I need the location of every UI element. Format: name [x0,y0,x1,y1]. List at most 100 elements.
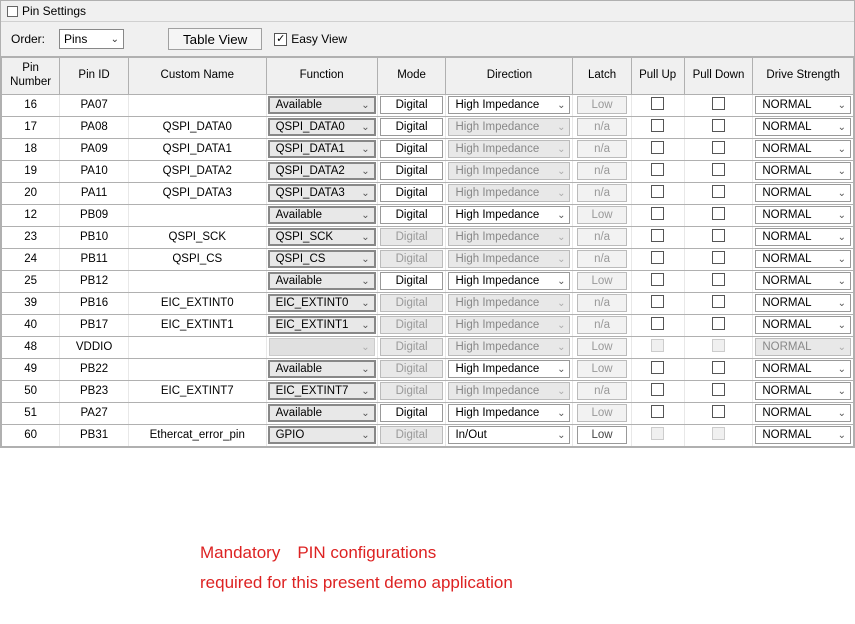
custom-name-cell[interactable]: Ethercat_error_pin [128,424,266,446]
pin-number-cell[interactable]: 18 [2,138,60,160]
pin-number-cell[interactable]: 23 [2,226,60,248]
drive-strength-combo[interactable]: NORMAL⌄ [755,272,851,290]
pull-up-checkbox[interactable] [651,141,664,154]
col-pull-down[interactable]: Pull Down [684,58,753,95]
pull-up-checkbox[interactable] [651,119,664,132]
drive-strength-combo[interactable]: NORMAL⌄ [755,250,851,268]
direction-combo[interactable]: High Impedance⌄ [448,206,570,224]
direction-combo[interactable]: High Impedance⌄ [448,360,570,378]
pin-number-cell[interactable]: 48 [2,336,60,358]
custom-name-cell[interactable] [128,204,266,226]
mode-cell[interactable]: Digital [380,184,444,202]
drive-strength-combo[interactable]: NORMAL⌄ [755,96,851,114]
pull-down-checkbox[interactable] [712,251,725,264]
col-pull-up[interactable]: Pull Up [631,58,684,95]
pin-id-cell[interactable]: PB09 [60,204,129,226]
mode-cell[interactable]: Digital [380,162,444,180]
function-combo[interactable]: QSPI_DATA2⌄ [268,162,376,180]
custom-name-cell[interactable]: QSPI_SCK [128,226,266,248]
pin-id-cell[interactable]: PA10 [60,160,129,182]
col-latch[interactable]: Latch [573,58,631,95]
direction-combo[interactable]: High Impedance⌄ [448,96,570,114]
drive-strength-combo[interactable]: NORMAL⌄ [755,404,851,422]
drive-strength-combo[interactable]: NORMAL⌄ [755,162,851,180]
direction-combo[interactable]: In/Out⌄ [448,426,570,444]
pull-down-checkbox[interactable] [712,295,725,308]
pin-id-cell[interactable]: PB22 [60,358,129,380]
mode-cell[interactable]: Digital [380,206,444,224]
col-custom-name[interactable]: Custom Name [128,58,266,95]
pin-number-cell[interactable]: 51 [2,402,60,424]
pin-id-cell[interactable]: PB12 [60,270,129,292]
pin-number-cell[interactable]: 25 [2,270,60,292]
function-combo[interactable]: Available⌄ [268,96,376,114]
mode-cell[interactable]: Digital [380,140,444,158]
custom-name-cell[interactable]: QSPI_DATA3 [128,182,266,204]
pin-number-cell[interactable]: 24 [2,248,60,270]
mode-cell[interactable]: Digital [380,404,444,422]
drive-strength-combo[interactable]: NORMAL⌄ [755,184,851,202]
pin-number-cell[interactable]: 50 [2,380,60,402]
drive-strength-combo[interactable]: NORMAL⌄ [755,360,851,378]
pull-up-checkbox[interactable] [651,251,664,264]
custom-name-cell[interactable]: EIC_EXTINT1 [128,314,266,336]
pull-down-checkbox[interactable] [712,163,725,176]
function-combo[interactable]: Available⌄ [268,404,376,422]
drive-strength-combo[interactable]: NORMAL⌄ [755,316,851,334]
custom-name-cell[interactable]: QSPI_DATA0 [128,116,266,138]
pull-up-checkbox[interactable] [651,185,664,198]
col-direction[interactable]: Direction [446,58,573,95]
function-combo[interactable]: QSPI_CS⌄ [268,250,376,268]
pin-number-cell[interactable]: 40 [2,314,60,336]
pull-up-checkbox[interactable] [651,97,664,110]
function-combo[interactable]: GPIO⌄ [268,426,376,444]
pull-down-checkbox[interactable] [712,273,725,286]
pull-down-checkbox[interactable] [712,317,725,330]
function-combo[interactable]: QSPI_DATA3⌄ [268,184,376,202]
function-combo[interactable]: EIC_EXTINT7⌄ [268,382,376,400]
custom-name-cell[interactable]: QSPI_DATA1 [128,138,266,160]
custom-name-cell[interactable] [128,94,266,116]
pull-down-checkbox[interactable] [712,119,725,132]
pull-up-checkbox[interactable] [651,295,664,308]
pin-id-cell[interactable]: VDDIO [60,336,129,358]
direction-combo[interactable]: High Impedance⌄ [448,404,570,422]
pull-down-checkbox[interactable] [712,207,725,220]
custom-name-cell[interactable] [128,336,266,358]
pin-number-cell[interactable]: 17 [2,116,60,138]
mode-cell[interactable]: Digital [380,96,444,114]
pin-id-cell[interactable]: PB23 [60,380,129,402]
pin-number-cell[interactable]: 16 [2,94,60,116]
function-combo[interactable]: Available⌄ [268,272,376,290]
custom-name-cell[interactable]: QSPI_CS [128,248,266,270]
custom-name-cell[interactable] [128,270,266,292]
pin-id-cell[interactable]: PA11 [60,182,129,204]
table-view-button[interactable]: Table View [168,28,262,50]
drive-strength-combo[interactable]: NORMAL⌄ [755,426,851,444]
function-combo[interactable]: QSPI_DATA1⌄ [268,140,376,158]
pin-number-cell[interactable]: 20 [2,182,60,204]
function-combo[interactable]: QSPI_DATA0⌄ [268,118,376,136]
drive-strength-combo[interactable]: NORMAL⌄ [755,118,851,136]
pin-id-cell[interactable]: PA08 [60,116,129,138]
direction-combo[interactable]: High Impedance⌄ [448,272,570,290]
function-combo[interactable]: EIC_EXTINT0⌄ [268,294,376,312]
custom-name-cell[interactable] [128,358,266,380]
drive-strength-combo[interactable]: NORMAL⌄ [755,206,851,224]
pull-up-checkbox[interactable] [651,273,664,286]
function-combo[interactable]: Available⌄ [268,360,376,378]
custom-name-cell[interactable]: EIC_EXTINT0 [128,292,266,314]
pin-id-cell[interactable]: PB17 [60,314,129,336]
pull-up-checkbox[interactable] [651,229,664,242]
pin-id-cell[interactable]: PA27 [60,402,129,424]
mode-cell[interactable]: Digital [380,272,444,290]
pin-number-cell[interactable]: 49 [2,358,60,380]
pull-up-checkbox[interactable] [651,163,664,176]
pull-down-checkbox[interactable] [712,185,725,198]
custom-name-cell[interactable]: QSPI_DATA2 [128,160,266,182]
pull-down-checkbox[interactable] [712,405,725,418]
pull-up-checkbox[interactable] [651,361,664,374]
pull-down-checkbox[interactable] [712,383,725,396]
pin-number-cell[interactable]: 60 [2,424,60,446]
pin-number-cell[interactable]: 12 [2,204,60,226]
